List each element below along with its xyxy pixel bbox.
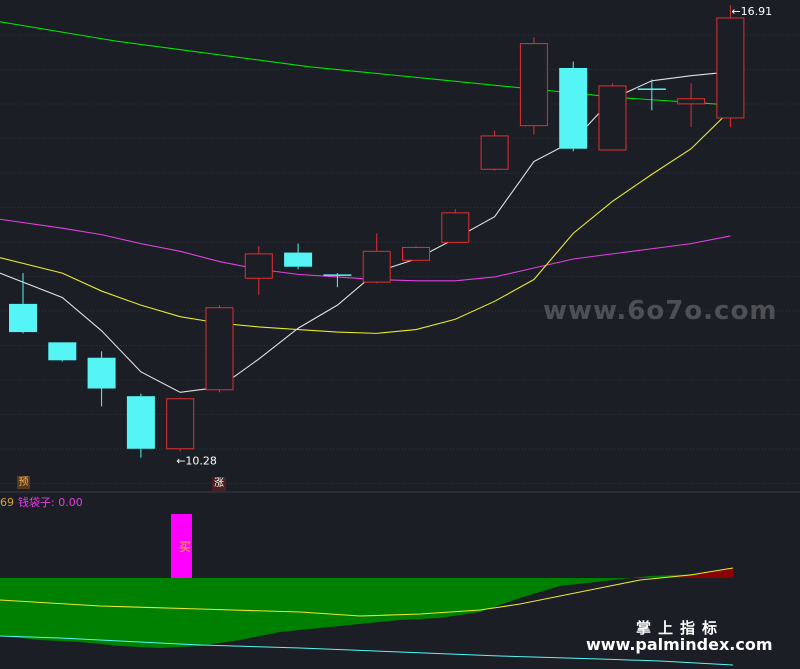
low-price-label: ←10.28	[176, 454, 217, 467]
watermark-cn: 掌上指标	[636, 619, 725, 637]
candle	[559, 61, 588, 152]
buy-signal-bar	[171, 514, 192, 578]
watermark-palmindex: www.palmindex.com	[586, 635, 773, 654]
candle	[9, 273, 37, 334]
candle	[637, 79, 666, 111]
candle-body	[677, 98, 706, 105]
candle-body	[166, 398, 195, 450]
lower-yellow-line	[0, 567, 734, 617]
candle-body	[402, 246, 430, 261]
lower-legend-prefix: 69	[0, 496, 14, 509]
candle-body	[559, 67, 588, 149]
lower-panel-legend: 69 钱袋子: 0.00	[0, 494, 83, 510]
candle-body	[244, 253, 273, 279]
candle	[598, 83, 627, 151]
candle-body	[48, 342, 77, 361]
ma-line-3	[0, 109, 731, 334]
candle	[166, 397, 195, 452]
candle	[677, 83, 706, 127]
candle-body	[480, 135, 509, 170]
lower-legend-value: 钱袋子: 0.00	[18, 496, 83, 509]
candle-body	[362, 250, 391, 283]
candle	[519, 37, 548, 135]
candle-body	[323, 274, 352, 276]
candle	[323, 273, 352, 288]
candle	[480, 130, 509, 171]
candle-body	[637, 88, 666, 90]
money-bag-area-red	[640, 568, 733, 578]
candle	[716, 5, 745, 127]
candle-body	[284, 252, 313, 267]
candle	[205, 305, 234, 393]
high-price-label: ←16.91	[731, 5, 772, 18]
lower-panel	[0, 514, 734, 666]
signal-yu-badge: 预	[17, 476, 30, 489]
price-annotations: ←10.28 ←16.91	[176, 5, 772, 467]
candle-body	[519, 43, 548, 127]
money-bag-area	[0, 574, 733, 648]
signal-zhang-badge: 涨	[212, 477, 226, 491]
watermark-6o7o: www.6o7o.com	[543, 296, 778, 326]
candle	[362, 233, 391, 284]
candle-body	[441, 212, 470, 243]
candle-body	[9, 303, 37, 333]
candle	[87, 351, 116, 407]
candle-body	[716, 17, 745, 119]
candle-body	[598, 85, 627, 151]
candle-body	[87, 357, 116, 389]
candle	[441, 208, 470, 243]
lower-cyan-line	[0, 635, 734, 666]
candles	[9, 5, 745, 458]
buy-signal-label: 买	[179, 540, 192, 554]
candle	[48, 342, 77, 362]
candle	[402, 246, 430, 261]
grid-lines	[0, 34, 800, 493]
candle	[284, 243, 313, 270]
candle-body	[126, 396, 155, 449]
candle-body	[205, 307, 234, 391]
candle	[244, 246, 273, 295]
candle	[126, 393, 155, 458]
